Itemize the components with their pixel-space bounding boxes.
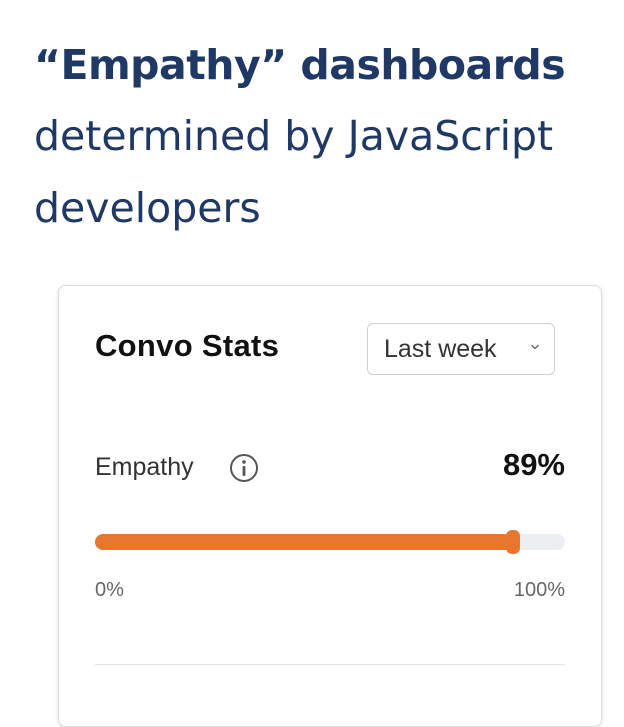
slide-headline: “Empathy” dashboards determined by JavaS… bbox=[34, 30, 614, 244]
progress-knob bbox=[506, 530, 520, 554]
headline-line-2: determined by JavaScript bbox=[34, 112, 554, 160]
progress-max-label: 100% bbox=[513, 579, 565, 601]
chevron-down-icon bbox=[531, 344, 539, 350]
period-dropdown[interactable]: Last week bbox=[367, 323, 555, 375]
headline-bold-text: “Empathy” dashboards bbox=[34, 41, 566, 89]
empathy-progress-bar bbox=[95, 530, 565, 554]
headline-line-3: developers bbox=[34, 184, 261, 232]
divider bbox=[95, 664, 565, 665]
info-icon[interactable] bbox=[228, 452, 260, 484]
metric-name: Empathy bbox=[95, 453, 194, 481]
progress-fill bbox=[95, 534, 513, 550]
convo-stats-card: Convo Stats Last week Empathy 89% 0% 100… bbox=[58, 285, 602, 727]
card-title: Convo Stats bbox=[95, 328, 280, 363]
period-selected-value: Last week bbox=[384, 334, 497, 363]
metric-value: 89% bbox=[502, 447, 565, 482]
progress-min-label: 0% bbox=[95, 579, 124, 601]
